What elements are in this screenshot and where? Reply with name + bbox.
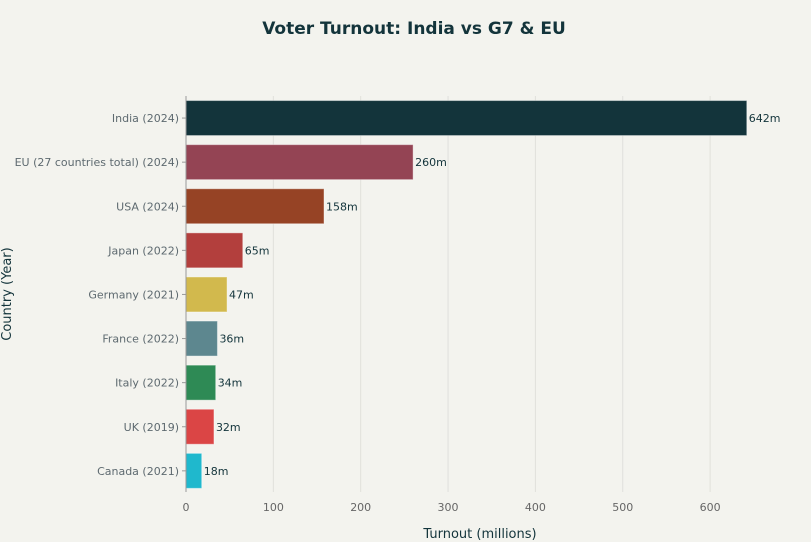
x-tick-label: 300 — [438, 501, 459, 514]
y-tick-label: France (2022) — [102, 333, 179, 346]
bar — [185, 100, 748, 137]
y-tick-label: Italy (2022) — [115, 377, 179, 390]
data-label: 65m — [245, 244, 270, 257]
y-tick-label: India (2024) — [112, 112, 179, 125]
x-tick-label: 0 — [183, 501, 190, 514]
y-tick-label: Japan (2022) — [107, 244, 179, 257]
x-tick-label: 500 — [612, 501, 633, 514]
data-label: 36m — [219, 333, 244, 346]
data-label: 158m — [326, 200, 358, 213]
data-label: 32m — [216, 421, 241, 434]
x-axis-title: Turnout (millions) — [422, 527, 536, 542]
data-label: 18m — [204, 465, 229, 478]
x-tick-label: 400 — [525, 501, 546, 514]
y-tick-label: Canada (2021) — [97, 465, 179, 478]
bar — [185, 232, 244, 269]
bar — [185, 276, 228, 313]
y-tick-label: Germany (2021) — [88, 288, 179, 301]
y-axis-title: Country (Year) — [0, 247, 15, 340]
y-tick-label: USA (2024) — [116, 200, 179, 213]
chart-title: Voter Turnout: India vs G7 & EU — [262, 19, 566, 39]
bar — [185, 364, 217, 401]
y-tick-label: UK (2019) — [124, 421, 179, 434]
bar — [185, 144, 414, 181]
bar — [185, 452, 203, 489]
data-label: 34m — [218, 377, 243, 390]
x-tick-label: 200 — [350, 501, 371, 514]
data-label: 47m — [229, 288, 254, 301]
x-tick-label: 100 — [263, 501, 284, 514]
x-tick-label: 600 — [700, 501, 721, 514]
data-label: 642m — [749, 112, 781, 125]
bar — [185, 408, 215, 445]
y-tick-label: EU (27 countries total) (2024) — [15, 156, 179, 169]
bar — [185, 320, 218, 357]
data-label: 260m — [415, 156, 447, 169]
bar — [185, 188, 325, 225]
